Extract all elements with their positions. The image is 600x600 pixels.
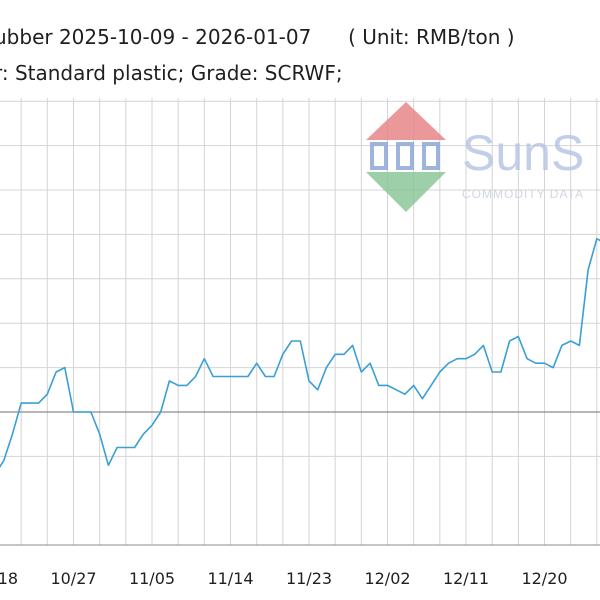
x-tick-label: 12/11 — [443, 569, 489, 588]
x-tick-label: 10/18 — [0, 569, 18, 588]
series-layer — [0, 238, 600, 468]
series-line — [0, 238, 600, 468]
x-tick-label: 11/14 — [207, 569, 253, 588]
x-tick-label: 12/20 — [521, 569, 567, 588]
x-axis-ticks: 10/18 10/27 11/05 11/14 11/23 12/02 12/11 12/20… — [0, 569, 600, 588]
chart-title: ubber 2025-10-09 - 2026-01-07 ( Unit: RM… — [0, 27, 515, 47]
watermark: SunS COMMODITY DATA — [366, 102, 584, 212]
x-tick-label: 10/27 — [50, 569, 96, 588]
chart-unit: ( Unit: RMB/ton ) — [348, 25, 515, 49]
x-tick-label: 11/05 — [129, 569, 175, 588]
x-tick-label: 11/23 — [286, 569, 332, 588]
watermark-tagline: COMMODITY DATA — [462, 187, 584, 201]
x-tick-label: 12/02 — [364, 569, 410, 588]
chart-title-text: ubber 2025-10-09 - 2026-01-07 — [0, 25, 312, 49]
watermark-brand: SunS — [462, 125, 584, 181]
chart-subtitle: r: Standard plastic; Grade: SCRWF; — [0, 61, 343, 85]
watermark-logo-icon — [366, 102, 446, 212]
chart-grid — [0, 98, 600, 546]
